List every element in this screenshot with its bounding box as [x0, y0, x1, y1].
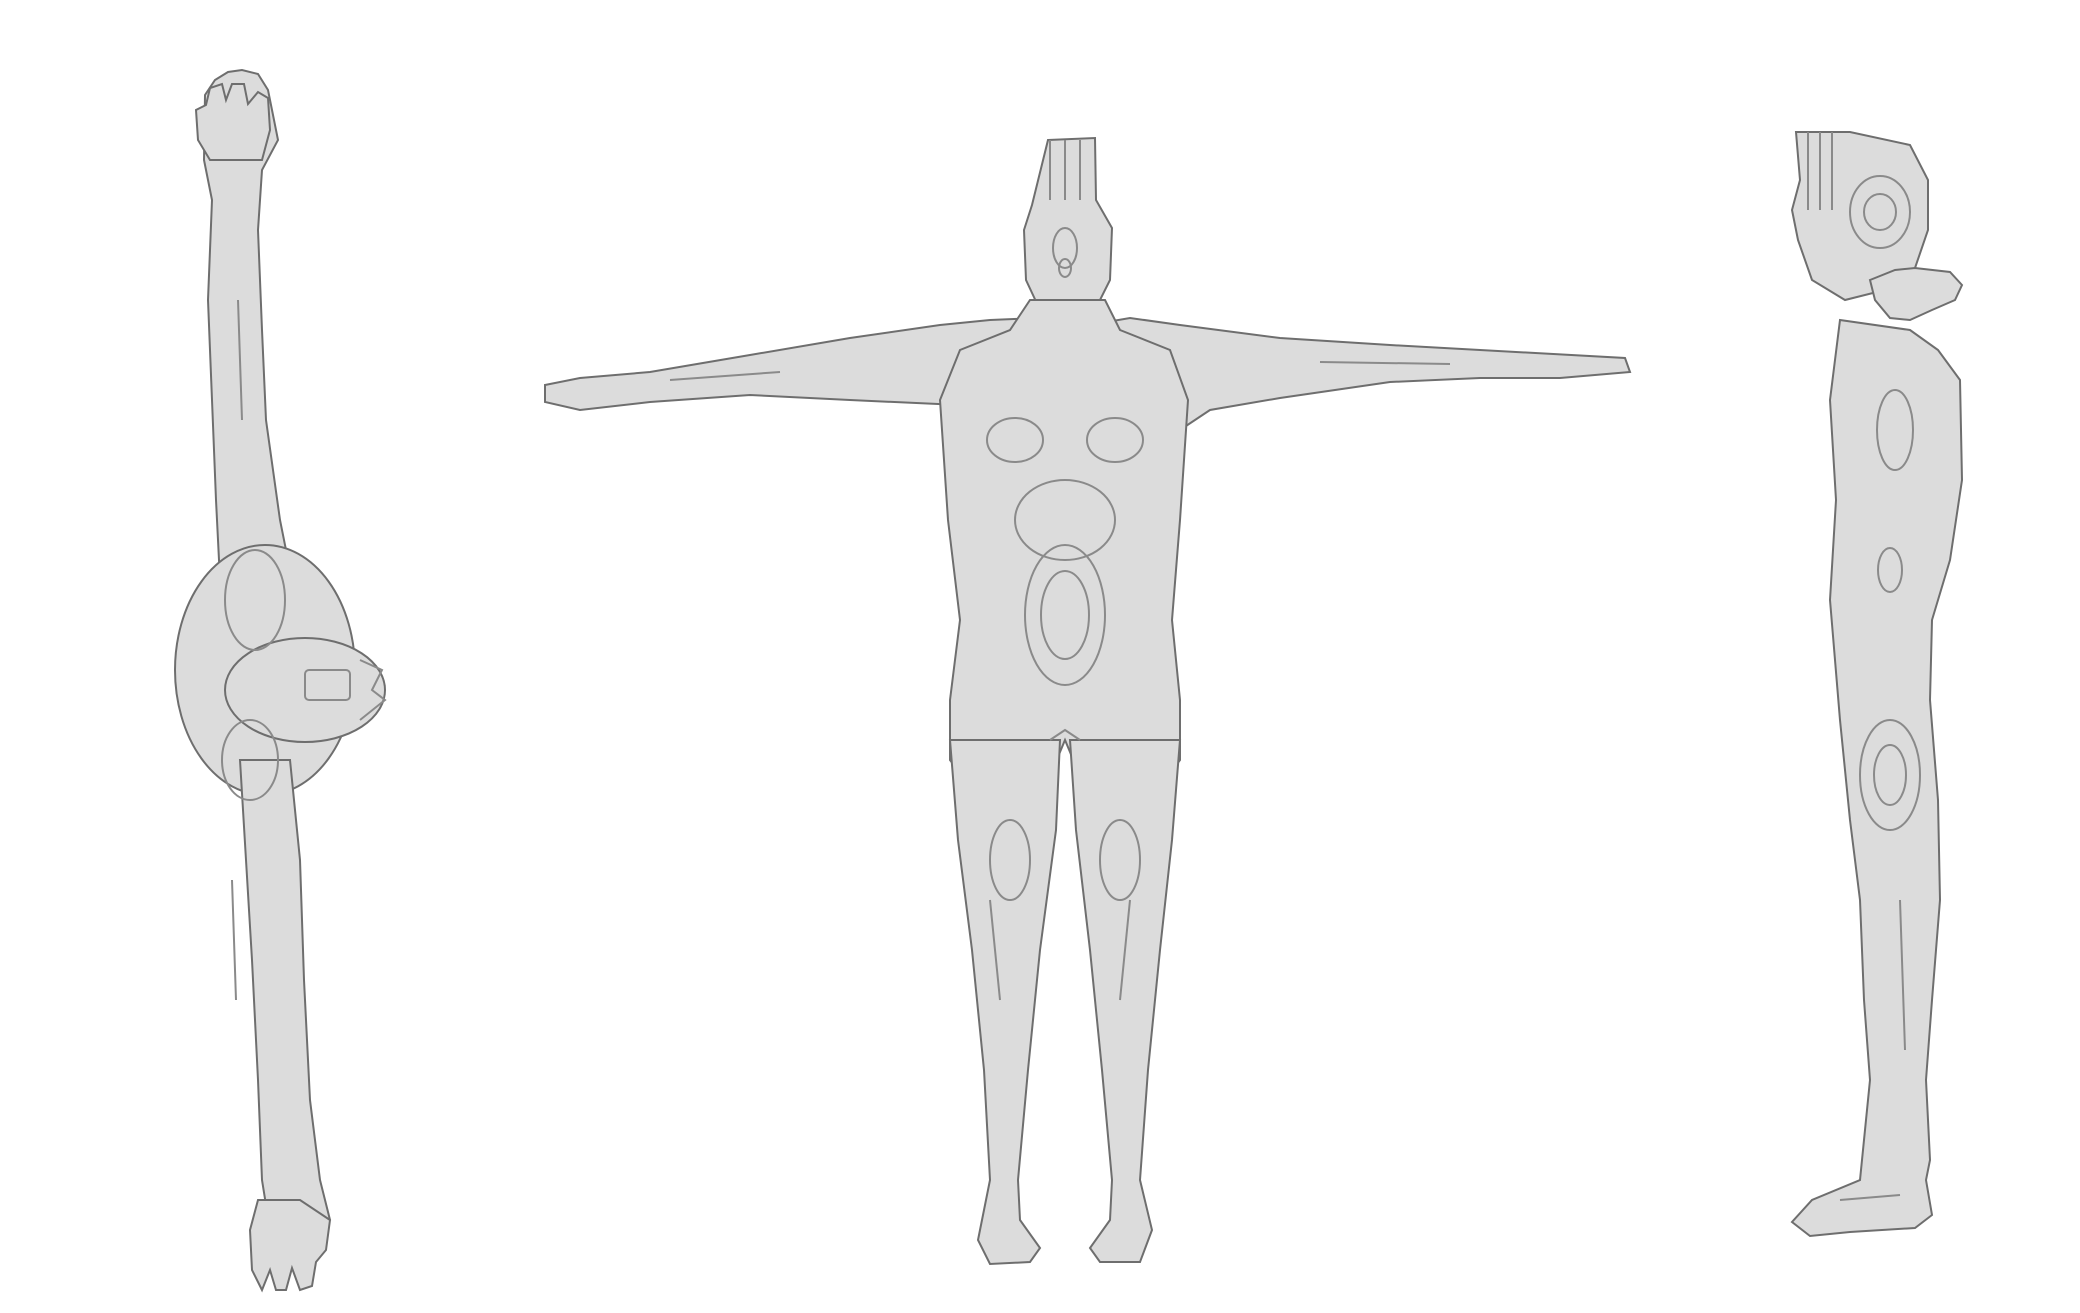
top-view-lower-hand	[248, 1199, 332, 1293]
side-view-panel	[1700, 0, 2080, 1313]
top-view-lower-arm	[238, 759, 332, 1252]
front-view-torso	[938, 299, 1190, 801]
side-view-body	[1790, 318, 1964, 1238]
side-view-figure	[1790, 131, 1964, 1238]
front-view-right-leg	[1068, 739, 1182, 1263]
top-view-upper-arm	[202, 68, 294, 621]
top-view-figure	[174, 68, 387, 1293]
top-view-upper-hand	[194, 82, 272, 161]
front-view-panel	[520, 0, 1700, 1313]
front-view-left-leg	[948, 739, 1062, 1266]
front-view-figure	[544, 136, 1632, 1266]
side-view-hand	[1868, 266, 1964, 322]
top-view-panel	[0, 0, 520, 1313]
